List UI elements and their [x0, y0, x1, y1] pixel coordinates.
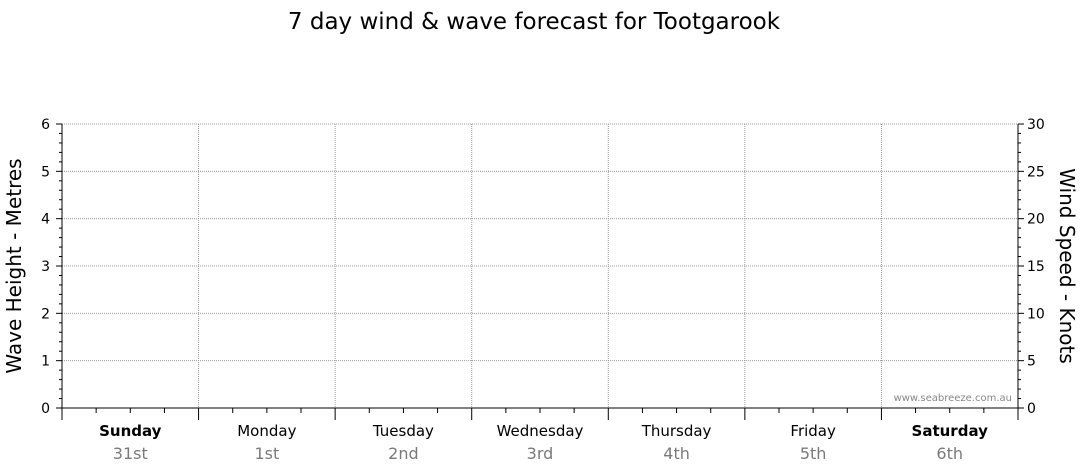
day-date-label: 1st [254, 444, 279, 463]
right-tick-label: 15 [1027, 259, 1045, 275]
left-tick-label: 4 [41, 212, 50, 228]
day-date-label: 5th [800, 444, 827, 463]
day-labels: Sunday 31st Monday 1st Tuesday 2nd Wednesday 3r… [99, 422, 988, 463]
right-tick-label: 10 [1027, 306, 1045, 322]
left-tick-label: 3 [41, 259, 50, 275]
left-tick-label: 5 [41, 164, 50, 180]
day-name-label: Monday [237, 422, 296, 440]
right-axis-label: Wind Speed - Knots [1055, 168, 1079, 364]
left-tick-label: 0 [41, 401, 50, 417]
left-tick-label: 1 [41, 354, 50, 370]
right-tick-label: 30 [1027, 117, 1045, 133]
day-name-label: Tuesday [372, 422, 434, 440]
watermark: www.seabreeze.com.au [894, 393, 1012, 404]
day-name-label: Saturday [912, 422, 989, 440]
right-tick-label: 0 [1027, 401, 1036, 417]
left-axis-ticks: 0 1 2 3 4 5 6 [41, 117, 62, 417]
right-tick-label: 25 [1027, 164, 1045, 180]
day-name-label: Thursday [641, 422, 712, 440]
day-name-label: Sunday [99, 422, 162, 440]
grid [62, 123, 1018, 408]
chart-title: 7 day wind & wave forecast for Tootgaroo… [288, 9, 781, 35]
axes [61, 124, 1019, 420]
day-date-label: 3rd [527, 444, 554, 463]
day-date-label: 2nd [388, 444, 418, 463]
right-tick-label: 20 [1027, 212, 1045, 228]
day-date-label: 4th [663, 444, 690, 463]
day-name-label: Wednesday [497, 422, 584, 440]
day-name-label: Friday [790, 422, 836, 440]
right-tick-label: 5 [1027, 354, 1036, 370]
left-tick-label: 2 [41, 306, 50, 322]
day-date-label: 6th [936, 444, 963, 463]
left-tick-label: 6 [41, 117, 50, 133]
left-axis-label: Wave Height - Metres [2, 158, 26, 373]
day-date-label: 31st [113, 444, 148, 463]
right-axis-ticks: 0 5 10 15 20 25 30 [1018, 117, 1045, 417]
